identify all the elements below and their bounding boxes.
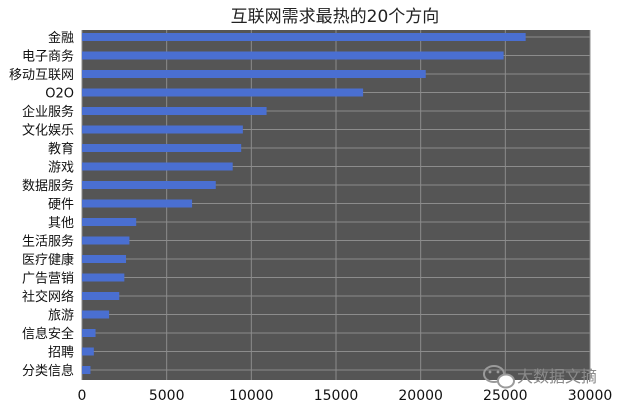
bar	[82, 255, 127, 263]
x-tick-label: 10000	[229, 388, 274, 404]
chart-title: 互联网需求最热的20个方向	[231, 7, 440, 27]
category-label: 旅游	[48, 309, 74, 324]
bar	[82, 70, 426, 78]
category-label: 其他	[48, 216, 74, 231]
bar	[82, 107, 267, 115]
x-tick-label: 15000	[314, 388, 359, 404]
bar	[82, 88, 364, 97]
bar	[82, 51, 504, 60]
category-label: 文化娱乐	[22, 124, 74, 139]
bar	[82, 292, 120, 300]
category-label: 游戏	[48, 161, 74, 176]
bar	[82, 125, 243, 134]
wechat-icon	[483, 365, 515, 389]
category-label: 广告营销	[22, 272, 74, 287]
category-label: 移动互联网	[9, 68, 74, 83]
bar	[82, 218, 137, 226]
category-label: 企业服务	[22, 104, 74, 120]
category-label: 分类信息	[22, 363, 74, 379]
x-tick-label: 25000	[483, 388, 528, 404]
bar	[82, 329, 96, 337]
bar	[82, 310, 110, 319]
category-label: 社交网络	[22, 289, 74, 305]
x-tick-label: 30000	[568, 388, 613, 404]
category-label: 数据服务	[22, 178, 74, 194]
category-label: 金融	[48, 30, 74, 46]
bar	[82, 144, 242, 152]
category-label: 硬件	[48, 198, 74, 213]
bar	[82, 236, 130, 245]
x-tick-label: 20000	[398, 388, 443, 404]
bar	[82, 33, 526, 41]
category-label: O2O	[45, 87, 74, 102]
category-label: 招聘	[48, 346, 74, 361]
category-label: 电子商务	[22, 49, 74, 65]
category-label: 信息安全	[22, 326, 74, 342]
watermark-text: 大数据文摘	[517, 367, 597, 386]
bar	[82, 181, 216, 189]
bar	[82, 273, 125, 282]
category-label: 医疗健康	[22, 252, 74, 268]
bar	[82, 366, 91, 374]
category-label: 教育	[48, 141, 74, 157]
bar	[82, 199, 193, 208]
watermark: 大数据文摘	[483, 365, 597, 389]
x-tick-label: 5000	[149, 388, 185, 404]
x-axis-labels: 0 5000 10000 15000 20000 25000 30000	[78, 388, 613, 404]
x-tick-label: 0	[78, 388, 87, 404]
category-label: 生活服务	[22, 234, 74, 250]
bar-series	[82, 33, 526, 374]
bar	[82, 162, 233, 171]
bar	[82, 347, 94, 356]
